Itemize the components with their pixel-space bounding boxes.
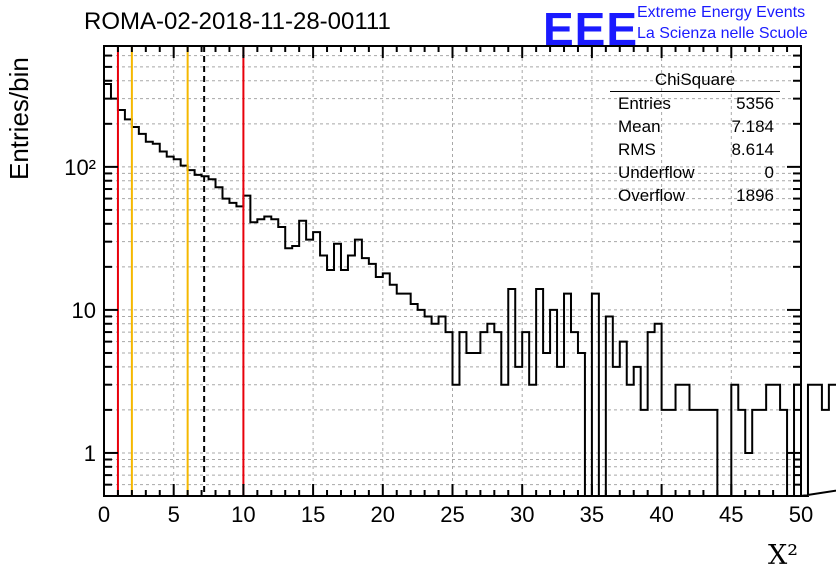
stats-box: ChiSquare Entries 5356 Mean 7.184 RMS 8.614… — [610, 70, 780, 207]
stats-row-overflow: Overflow 1896 — [612, 184, 780, 207]
x-tick-label: 30 — [510, 502, 534, 527]
stats-value: 1896 — [736, 186, 774, 205]
x-tick-label: 15 — [301, 502, 325, 527]
logo-subtitle-line1: Extreme Energy Events — [637, 4, 806, 21]
y-axis-label: Entries/bin — [4, 57, 34, 180]
stats-title: ChiSquare — [610, 70, 780, 92]
x-tick-label: 5 — [168, 502, 180, 527]
stats-row-underflow: Underflow 0 — [612, 161, 780, 184]
x-tick-label: 25 — [440, 502, 464, 527]
histogram-step-line — [103, 82, 836, 497]
y-tick-label: 10² — [64, 155, 96, 180]
stats-row-entries: Entries 5356 — [612, 92, 780, 115]
y-tick-label: 1 — [84, 441, 96, 466]
stats-label: Mean — [618, 117, 661, 136]
stats-row-rms: RMS 8.614 — [612, 138, 780, 161]
stats-value: 0 — [764, 163, 774, 182]
eee-logo: EEE — [543, 3, 639, 55]
x-tick-label: 0 — [98, 502, 110, 527]
x-axis-label: Χ² — [768, 540, 799, 571]
stats-value: 8.614 — [731, 140, 774, 159]
stats-label: Underflow — [618, 163, 695, 182]
x-tick-label: 50 — [789, 502, 813, 527]
x-tick-label: 20 — [371, 502, 395, 527]
x-tick-label: 40 — [649, 502, 673, 527]
logo-subtitle-line2: La Scienza nelle Scuole — [637, 25, 808, 42]
stats-row-mean: Mean 7.184 — [612, 115, 780, 138]
stats-label: Entries — [618, 94, 671, 113]
x-tick-label: 45 — [719, 502, 743, 527]
x-tick-label: 10 — [231, 502, 255, 527]
stats-label: Overflow — [618, 186, 686, 205]
chart-title: ROMA-02-2018-11-28-00111 — [84, 8, 391, 35]
y-tick-label: 10 — [72, 298, 96, 323]
stats-value: 5356 — [736, 94, 774, 113]
x-tick-label: 35 — [580, 502, 604, 527]
stats-value: 7.184 — [731, 117, 774, 136]
stats-label: RMS — [618, 140, 656, 159]
